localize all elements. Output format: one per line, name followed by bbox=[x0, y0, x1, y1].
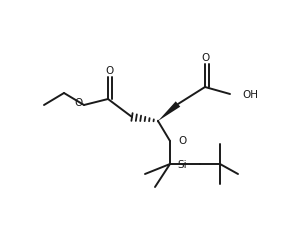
Text: OH: OH bbox=[242, 90, 258, 100]
Text: O: O bbox=[178, 135, 186, 145]
Text: O: O bbox=[74, 97, 82, 108]
Text: O: O bbox=[201, 53, 209, 63]
Text: O: O bbox=[105, 66, 113, 76]
Text: Si: Si bbox=[177, 159, 187, 169]
Polygon shape bbox=[158, 102, 180, 122]
